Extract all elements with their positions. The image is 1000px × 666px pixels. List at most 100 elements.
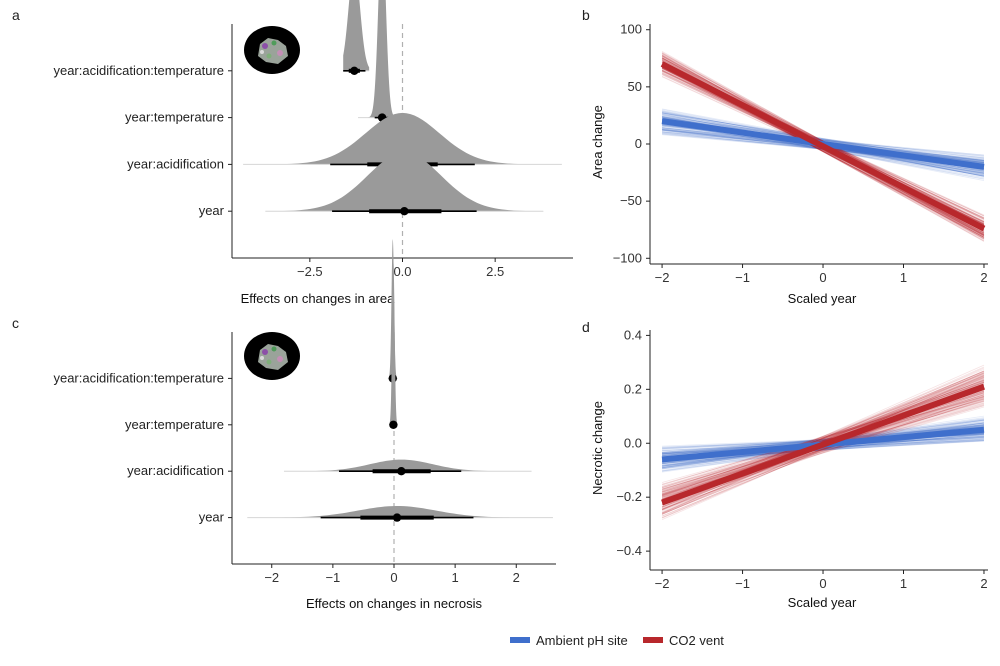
posterior-draw-line xyxy=(661,370,985,510)
y-tick-label: −100 xyxy=(613,250,642,265)
posterior-draw-line xyxy=(661,382,985,495)
posterior-draw-line xyxy=(661,67,985,236)
y-tick-label: 50 xyxy=(628,79,642,94)
series-mean-line xyxy=(660,61,986,232)
posterior-draw-line xyxy=(662,112,985,165)
posterior-draw-line xyxy=(661,379,985,497)
panel-c: c year:acidification:temperature year:tem… xyxy=(12,239,556,611)
posterior-draw-line xyxy=(662,436,985,464)
posterior-draw-line xyxy=(662,426,985,453)
legend: Ambient pH site CO2 vent xyxy=(510,633,724,648)
posterior-draw-line xyxy=(662,424,985,458)
posterior-draw-line xyxy=(662,426,985,455)
posterior-draw-line xyxy=(661,404,985,496)
legend-label-ambient: Ambient pH site xyxy=(536,633,628,648)
posterior-draw-line xyxy=(661,393,985,490)
median-point xyxy=(392,513,402,522)
x-axis-title: Scaled year xyxy=(788,291,857,306)
posterior-draw-line xyxy=(662,424,985,457)
legend-item-ambient: Ambient pH site xyxy=(510,633,628,648)
posterior-draw-line xyxy=(661,58,985,224)
posterior-draw-line xyxy=(662,423,985,457)
posterior-draw-line xyxy=(662,425,985,453)
panel-d: d −2 −1 0 1 2 0.4 0.2 0.0 −0.2 −0.4 Scaled year N… xyxy=(582,319,988,610)
posterior-draw-line xyxy=(662,112,985,165)
legend-swatch-vent xyxy=(643,637,663,643)
panel-letter-c: c xyxy=(12,315,19,331)
x-tick-label: −2 xyxy=(655,576,670,591)
term-label: year:temperature xyxy=(125,417,224,432)
posterior-draw-line xyxy=(661,66,985,237)
x-tick-label: −1 xyxy=(735,270,750,285)
x-tick-label: −2.5 xyxy=(297,264,323,279)
posterior-draw-line xyxy=(662,117,985,162)
y-axis-title: Area change xyxy=(590,105,605,179)
y-tick-label: 0.2 xyxy=(624,381,642,396)
y-tick-label: 0.4 xyxy=(624,327,642,342)
posterior-draw-line xyxy=(662,116,985,163)
posterior-draw-line xyxy=(661,69,985,234)
median-point xyxy=(350,66,359,75)
x-tick-label: 1 xyxy=(452,570,459,585)
term-label: year:acidification:temperature xyxy=(53,63,224,78)
posterior-draw-line xyxy=(662,434,985,465)
x-tick-label: 0 xyxy=(819,270,826,285)
y-tick-label: 0.0 xyxy=(624,435,642,450)
x-tick-label: 2 xyxy=(513,570,520,585)
x-tick-label: 0.0 xyxy=(393,264,411,279)
posterior-draw-line xyxy=(662,425,985,454)
term-label: year xyxy=(199,203,225,218)
x-axis-title: Effects on changes in necrosis xyxy=(306,596,483,611)
posterior-draw-line xyxy=(661,381,985,495)
x-tick-label: 1 xyxy=(900,576,907,591)
density-shape xyxy=(389,262,398,425)
posterior-draw-line xyxy=(662,433,985,465)
posterior-draw-line xyxy=(661,371,985,502)
density-shape xyxy=(358,0,399,118)
posterior-draw-line xyxy=(662,426,985,456)
posterior-draw-line xyxy=(661,381,985,497)
y-tick-label: 100 xyxy=(620,22,642,37)
posterior-draw-line xyxy=(662,424,985,457)
posterior-draw-line xyxy=(661,395,985,510)
y-tick-label: 0 xyxy=(635,136,642,151)
x-tick-label: 0 xyxy=(819,576,826,591)
posterior-draw-line xyxy=(662,426,985,454)
term-label: year:acidification xyxy=(127,156,224,171)
x-tick-label: 2 xyxy=(980,576,987,591)
posterior-draw-line xyxy=(661,392,985,508)
posterior-draw-line xyxy=(662,117,985,164)
posterior-draw-line xyxy=(661,401,985,496)
x-tick-label: 1 xyxy=(900,270,907,285)
x-tick-label: 0 xyxy=(390,570,397,585)
posterior-draw-line xyxy=(662,437,985,463)
posterior-draw-line xyxy=(661,381,985,496)
posterior-draw-line xyxy=(662,433,985,465)
x-tick-label: 2.5 xyxy=(486,264,504,279)
y-tick-label: −0.2 xyxy=(616,489,642,504)
term-label: year:acidification xyxy=(127,463,224,478)
term-label: year:temperature xyxy=(125,110,224,125)
legend-label-vent: CO2 vent xyxy=(669,633,724,648)
posterior-draw-line xyxy=(661,397,985,506)
posterior-draw-line xyxy=(661,396,985,510)
x-axis-title: Scaled year xyxy=(788,595,857,610)
x-tick-label: −2 xyxy=(655,270,670,285)
posterior-draw-line xyxy=(661,390,985,508)
posterior-draw-line xyxy=(662,424,985,455)
legend-item-vent: CO2 vent xyxy=(643,633,724,648)
panel-letter-b: b xyxy=(582,7,590,23)
posterior-draw-line xyxy=(662,433,985,464)
posterior-draw-line xyxy=(661,66,985,236)
term-label: year xyxy=(199,510,225,525)
term-label: year:acidification:temperature xyxy=(53,370,224,385)
panel-letter-a: a xyxy=(12,7,20,23)
posterior-draw-line xyxy=(661,67,985,235)
x-tick-label: −1 xyxy=(735,576,750,591)
posterior-draw-line xyxy=(662,433,985,466)
posterior-draw-line xyxy=(662,426,985,454)
posterior-draw-line xyxy=(661,376,985,500)
posterior-draw-line xyxy=(661,382,985,500)
posterior-draw-line xyxy=(662,115,985,164)
